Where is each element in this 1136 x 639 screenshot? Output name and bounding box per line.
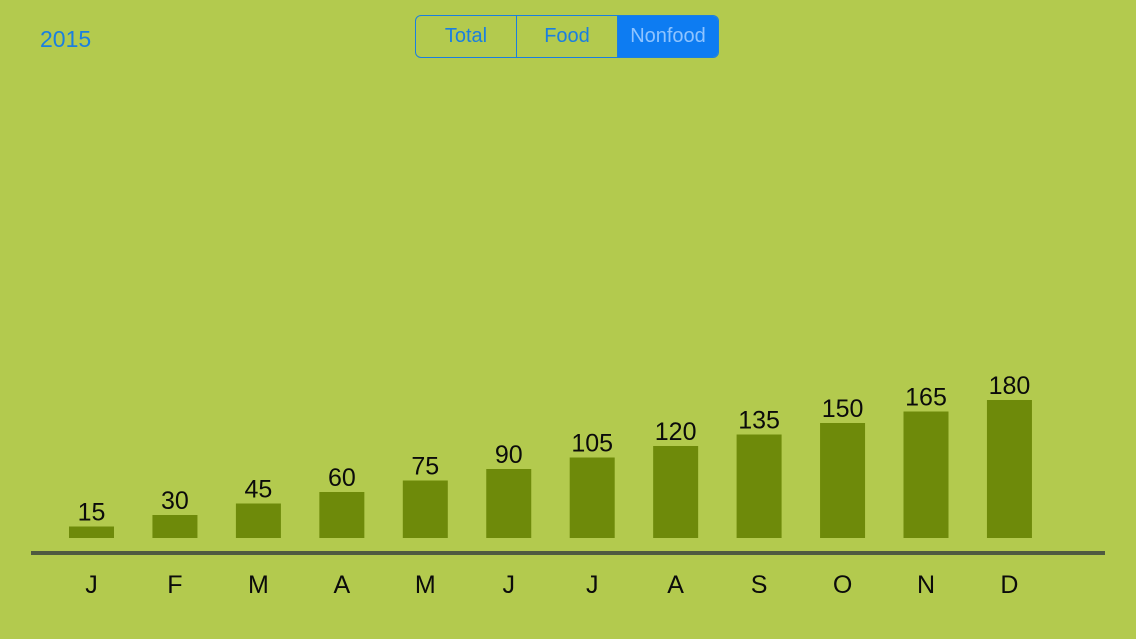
- bar-8[interactable]: [653, 446, 699, 538]
- bar-value-label: 135: [738, 407, 780, 435]
- month-tick-label: N: [917, 571, 935, 599]
- month-tick-label: A: [334, 571, 351, 599]
- month-tick-label: J: [586, 571, 599, 599]
- bar-value-label: 90: [495, 441, 523, 469]
- segment-total[interactable]: Total: [416, 16, 517, 57]
- year-label[interactable]: 2015: [40, 26, 92, 52]
- bar-value-label: 15: [78, 499, 106, 527]
- month-tick-label: J: [503, 571, 516, 599]
- bar-value-label: 150: [822, 395, 864, 423]
- segment-nonfood[interactable]: Nonfood: [618, 16, 718, 57]
- bar-5[interactable]: [402, 480, 448, 539]
- bar-value-label: 105: [571, 430, 613, 458]
- bar-4[interactable]: [319, 492, 365, 538]
- bar-7[interactable]: [569, 457, 615, 539]
- bar-value-label: 30: [161, 487, 189, 515]
- month-tick-label: A: [667, 571, 684, 599]
- bar-value-label: 75: [411, 453, 439, 481]
- bar-10[interactable]: [820, 423, 866, 538]
- month-tick-label: O: [833, 571, 852, 599]
- bar-value-label: 165: [905, 384, 947, 412]
- month-tick-label: M: [248, 571, 269, 599]
- segment-food[interactable]: Food: [517, 16, 618, 57]
- month-tick-label: F: [167, 571, 182, 599]
- bar-value-label: 45: [244, 476, 272, 504]
- category-segmented-control: Total Food Nonfood: [415, 15, 719, 58]
- bar-1[interactable]: [69, 526, 114, 539]
- bar-6[interactable]: [486, 469, 532, 538]
- bar-9[interactable]: [736, 434, 782, 539]
- bar-value-label: 180: [989, 372, 1031, 400]
- bar-11[interactable]: [903, 411, 949, 539]
- bar-3[interactable]: [235, 503, 281, 539]
- month-tick-label: M: [415, 571, 436, 599]
- month-tick-label: J: [85, 571, 98, 599]
- month-tick-label: S: [751, 571, 768, 599]
- bar-12[interactable]: [986, 400, 1032, 538]
- bar-value-label: 60: [328, 464, 356, 492]
- bar-2[interactable]: [152, 515, 198, 538]
- bar-value-label: 120: [655, 418, 697, 446]
- month-tick-label: D: [1000, 571, 1018, 599]
